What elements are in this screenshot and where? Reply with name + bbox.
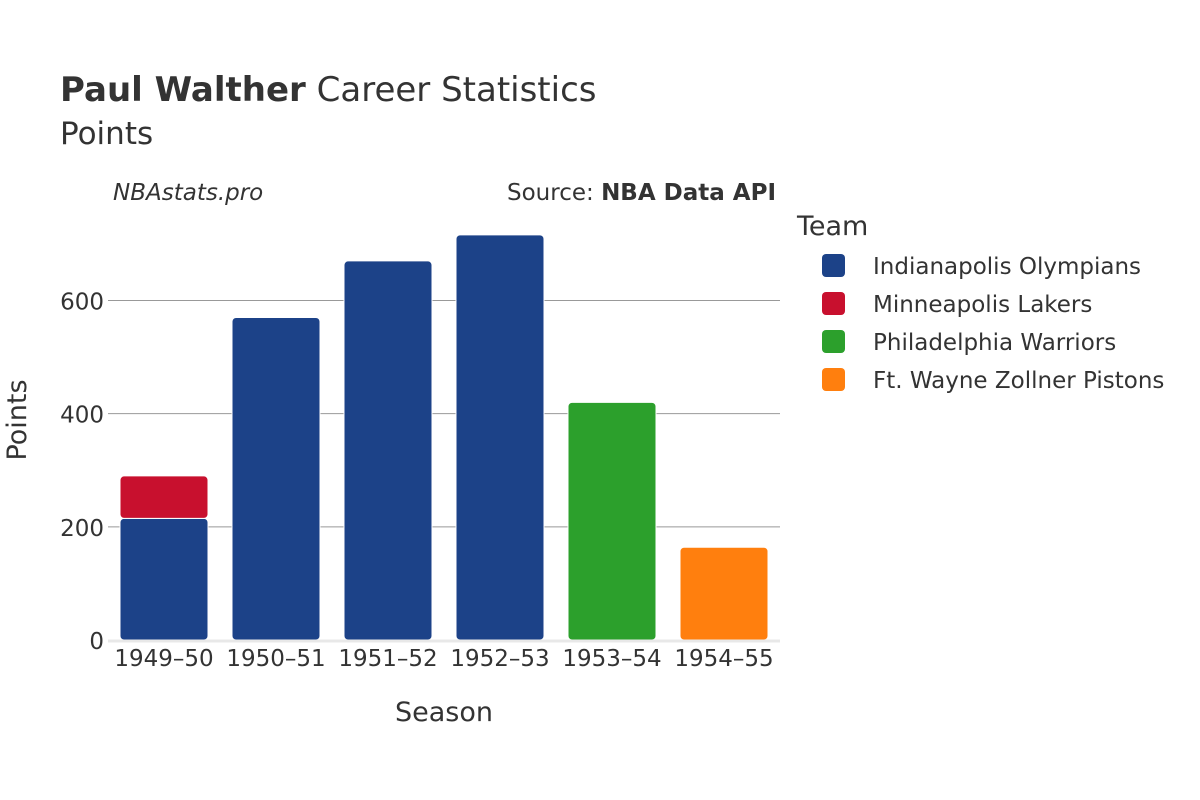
legend-swatch	[822, 292, 845, 315]
chart-title: Paul Walther Career Statistics	[60, 70, 597, 110]
watermark: NBAstats.pro	[113, 180, 263, 206]
chart-subtitle: Points	[60, 116, 153, 152]
bar-segment	[679, 546, 769, 641]
legend-swatch	[822, 330, 845, 353]
chart-title-rest: Career Statistics	[306, 70, 597, 110]
x-tick-label: 1953–54	[562, 646, 661, 672]
source-prefix: Source:	[507, 180, 601, 206]
x-tick-labels: 1949–50 1950–51 1951–52 1952–53 1953–54 1954–…	[114, 646, 773, 672]
source-name: NBA Data API	[601, 180, 776, 206]
chart-title-player: Paul Walther	[60, 70, 306, 110]
x-tick-label: 1949–50	[114, 646, 213, 672]
bar-segment	[455, 234, 545, 641]
x-tick-label: 1950–51	[226, 646, 325, 672]
x-axis-label: Season	[395, 697, 493, 728]
y-tick-label: 400	[60, 403, 104, 429]
y-tick-label: 200	[60, 516, 104, 542]
gridlines	[108, 300, 780, 528]
legend-label: Indianapolis Olympians	[873, 254, 1141, 280]
y-axis-label: Points	[2, 379, 33, 460]
source-note: Source: NBA Data API	[507, 180, 776, 206]
bars	[119, 234, 769, 641]
x-tick-label: 1952–53	[450, 646, 549, 672]
legend-swatch	[822, 254, 845, 277]
legend-label: Minneapolis Lakers	[873, 292, 1092, 318]
legend-swatch	[822, 368, 845, 391]
bar-segment	[567, 401, 657, 641]
bar-segment	[119, 517, 209, 641]
legend-label: Ft. Wayne Zollner Pistons	[873, 368, 1164, 394]
x-tick-label: 1954–55	[674, 646, 773, 672]
x-tick-label: 1951–52	[338, 646, 437, 672]
legend-title: Team	[796, 211, 868, 242]
bar-segment	[119, 475, 209, 519]
bar-segment	[343, 260, 433, 641]
bar-segment	[231, 317, 321, 641]
y-tick-label: 0	[89, 629, 104, 655]
y-tick-label: 600	[60, 290, 104, 316]
y-tick-labels: 0 200 400 600	[60, 290, 104, 655]
legend: Team Indianapolis Olympians Minneapolis L…	[796, 211, 1164, 394]
legend-label: Philadelphia Warriors	[873, 330, 1116, 356]
